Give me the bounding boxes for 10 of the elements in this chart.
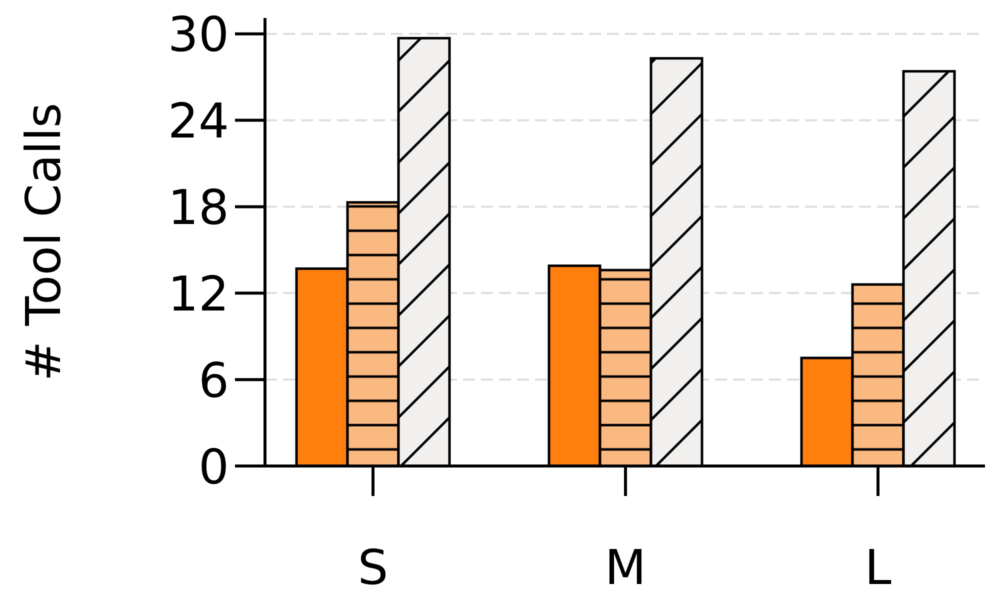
y-axis-title: # Tool Calls — [16, 102, 72, 382]
y-tick-label: 0 — [198, 439, 229, 496]
y-tick-label: 6 — [198, 352, 229, 409]
y-tick-label: 18 — [168, 180, 229, 236]
x-tick-label: L — [864, 540, 892, 596]
y-tick-label: 24 — [168, 94, 229, 150]
x-tick-label: S — [358, 540, 388, 596]
y-tick-label: 30 — [168, 7, 229, 64]
x-tick-label: M — [604, 540, 646, 596]
y-tick-label: 12 — [168, 266, 229, 322]
